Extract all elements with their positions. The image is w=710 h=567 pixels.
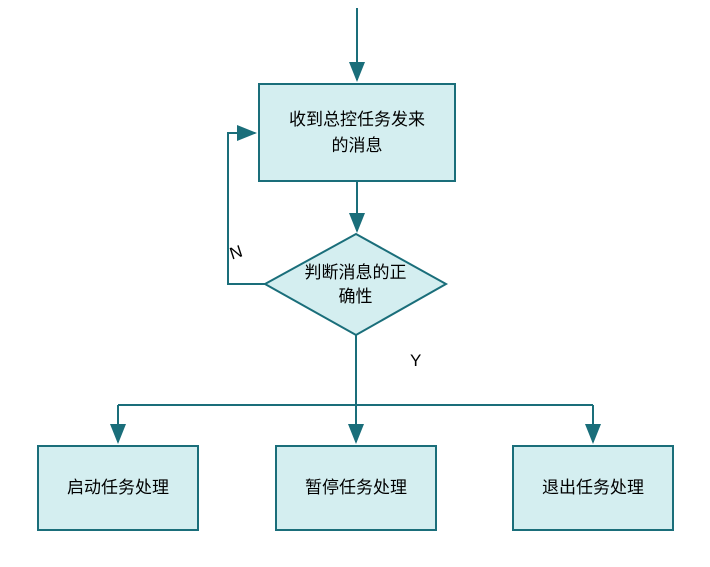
node-receive-line1: 收到总控任务发来 (289, 110, 425, 129)
node-receive: 收到总控任务发来 的消息 (258, 83, 456, 182)
node-judge-line1: 判断消息的正 (305, 263, 407, 282)
node-exit-task-label: 退出任务处理 (542, 475, 644, 501)
flowchart-container: 收到总控任务发来 的消息 判断消息的正 确性 N Y 启动任务处理 暂停任务处理… (0, 0, 710, 567)
node-pause-task: 暂停任务处理 (275, 445, 437, 531)
label-y: Y (410, 351, 421, 371)
node-judge: 判断消息的正 确性 (265, 234, 446, 335)
node-exit-task: 退出任务处理 (512, 445, 674, 531)
node-pause-task-label: 暂停任务处理 (305, 475, 407, 501)
node-receive-line2: 的消息 (332, 136, 383, 155)
node-start-task: 启动任务处理 (37, 445, 199, 531)
node-start-task-label: 启动任务处理 (67, 475, 169, 501)
node-judge-line2: 确性 (339, 287, 373, 306)
